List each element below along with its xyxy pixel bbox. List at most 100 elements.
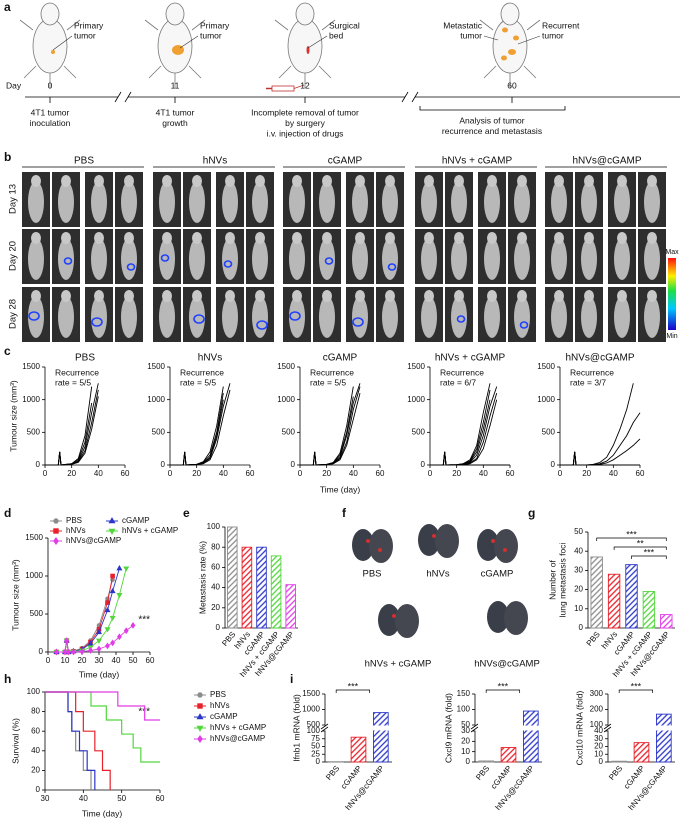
mouse-head [31,175,41,187]
mouse-image [484,238,500,280]
y-tick-label: 1000 [25,571,43,580]
y-tick-label: 50 [311,742,320,751]
group-header: hNVs@cGAMP [572,156,641,167]
y-tick-label: 20 [211,603,220,612]
lung-label: cGAMP [481,569,514,580]
bar [633,742,650,763]
mouse-head [584,175,594,187]
series-line [170,386,224,466]
mouse-image [352,181,368,223]
mouse-head [124,175,134,187]
x-axis-label: Time (day) [79,669,119,679]
x-tick-label: 40 [94,469,103,478]
mouse-image [451,238,467,280]
lung-lobe [494,529,518,563]
signal [160,254,170,262]
timeline [25,91,680,111]
marker [197,692,203,698]
x-tick-label: 20 [452,469,461,478]
annotation: rate = 5/5 [55,377,91,387]
lung-lobe [395,604,419,638]
mouse-head [647,175,657,187]
series-line [45,402,93,466]
mouse-image [91,181,107,223]
legend-label: hNVs@cGAMP [66,536,121,545]
x-tick-label: 30 [41,794,50,803]
y-tick-label: 500 [282,427,296,436]
y-tick-label: 20 [594,742,603,751]
marker [108,528,116,535]
leader-lines [52,35,541,51]
marker [123,566,130,572]
chart-title: hNVs [198,353,222,364]
annotation: Recurrence [310,367,354,377]
mouse-image [121,296,137,338]
y-tick-label: 50 [574,527,583,536]
signal [193,314,205,324]
marker [88,647,93,654]
mouse-head [292,290,302,302]
x-tick-label: 0 [428,469,433,478]
y-tick-label: 0 [161,460,166,469]
series-line [430,399,498,466]
marker [104,606,111,613]
mouse-head [225,290,235,302]
series-line [45,389,99,466]
panel-label: b [4,150,11,164]
lung-lobe [369,529,393,563]
mouse-image [581,181,597,223]
y-tick-label: 1000 [407,395,425,404]
y-tick-label: 500 [152,427,166,436]
bar [590,556,603,629]
significance-bracket [596,537,667,541]
y-tick-label: 1500 [537,362,555,371]
x-tick-label: PBS [324,764,341,782]
signal [256,320,268,330]
mouse-image [319,296,335,338]
y-axis-label: Number of [547,560,557,600]
lung-lobe [418,524,440,556]
signal [456,315,466,323]
mouse-head [94,290,104,302]
y-tick-label: 25 [311,749,320,758]
significance-bracket [613,546,667,550]
y-tick-label: 40 [594,726,603,735]
callout: tumor [460,30,482,40]
y-tick-label: 0 [291,460,296,469]
marker [79,648,85,656]
x-tick-label: 40 [219,469,228,478]
marker [109,587,116,594]
mouse-image [159,296,175,338]
y-tick-label: 0 [39,647,44,656]
series-line [170,393,224,466]
mouse-head [454,290,464,302]
x-tick-label: 60 [246,469,255,478]
callout: tumor [74,30,96,40]
y-tick-label: 75 [311,734,320,743]
step-text: 4T1 tumor [156,107,195,117]
mouse-head [517,232,527,244]
x-tick-label: 0 [43,469,48,478]
series-line [430,451,510,466]
mouse-drawing [274,2,336,88]
marker [109,615,116,622]
y-tick-label: 0 [316,757,321,766]
marker [110,639,116,647]
mouse-head [322,232,332,244]
signal [126,263,136,271]
mouse-image [382,296,398,338]
legend-label: cGAMP [122,516,150,525]
marker [105,642,110,650]
y-tick-label: 80 [211,542,220,551]
mouse-image [451,181,467,223]
y-tick-label: 1000 [22,395,40,404]
y-axis-label: Survival (%) [10,718,20,764]
x-tick-label: 20 [78,656,87,665]
panel-label: a [4,0,11,14]
y-tick-label: 200 [590,705,604,714]
bar [350,736,367,763]
y-tick-label: 30 [594,734,603,743]
y-tick-label: 40 [31,746,40,755]
series-line [560,451,640,466]
x-tick-label: 10 [61,656,70,665]
